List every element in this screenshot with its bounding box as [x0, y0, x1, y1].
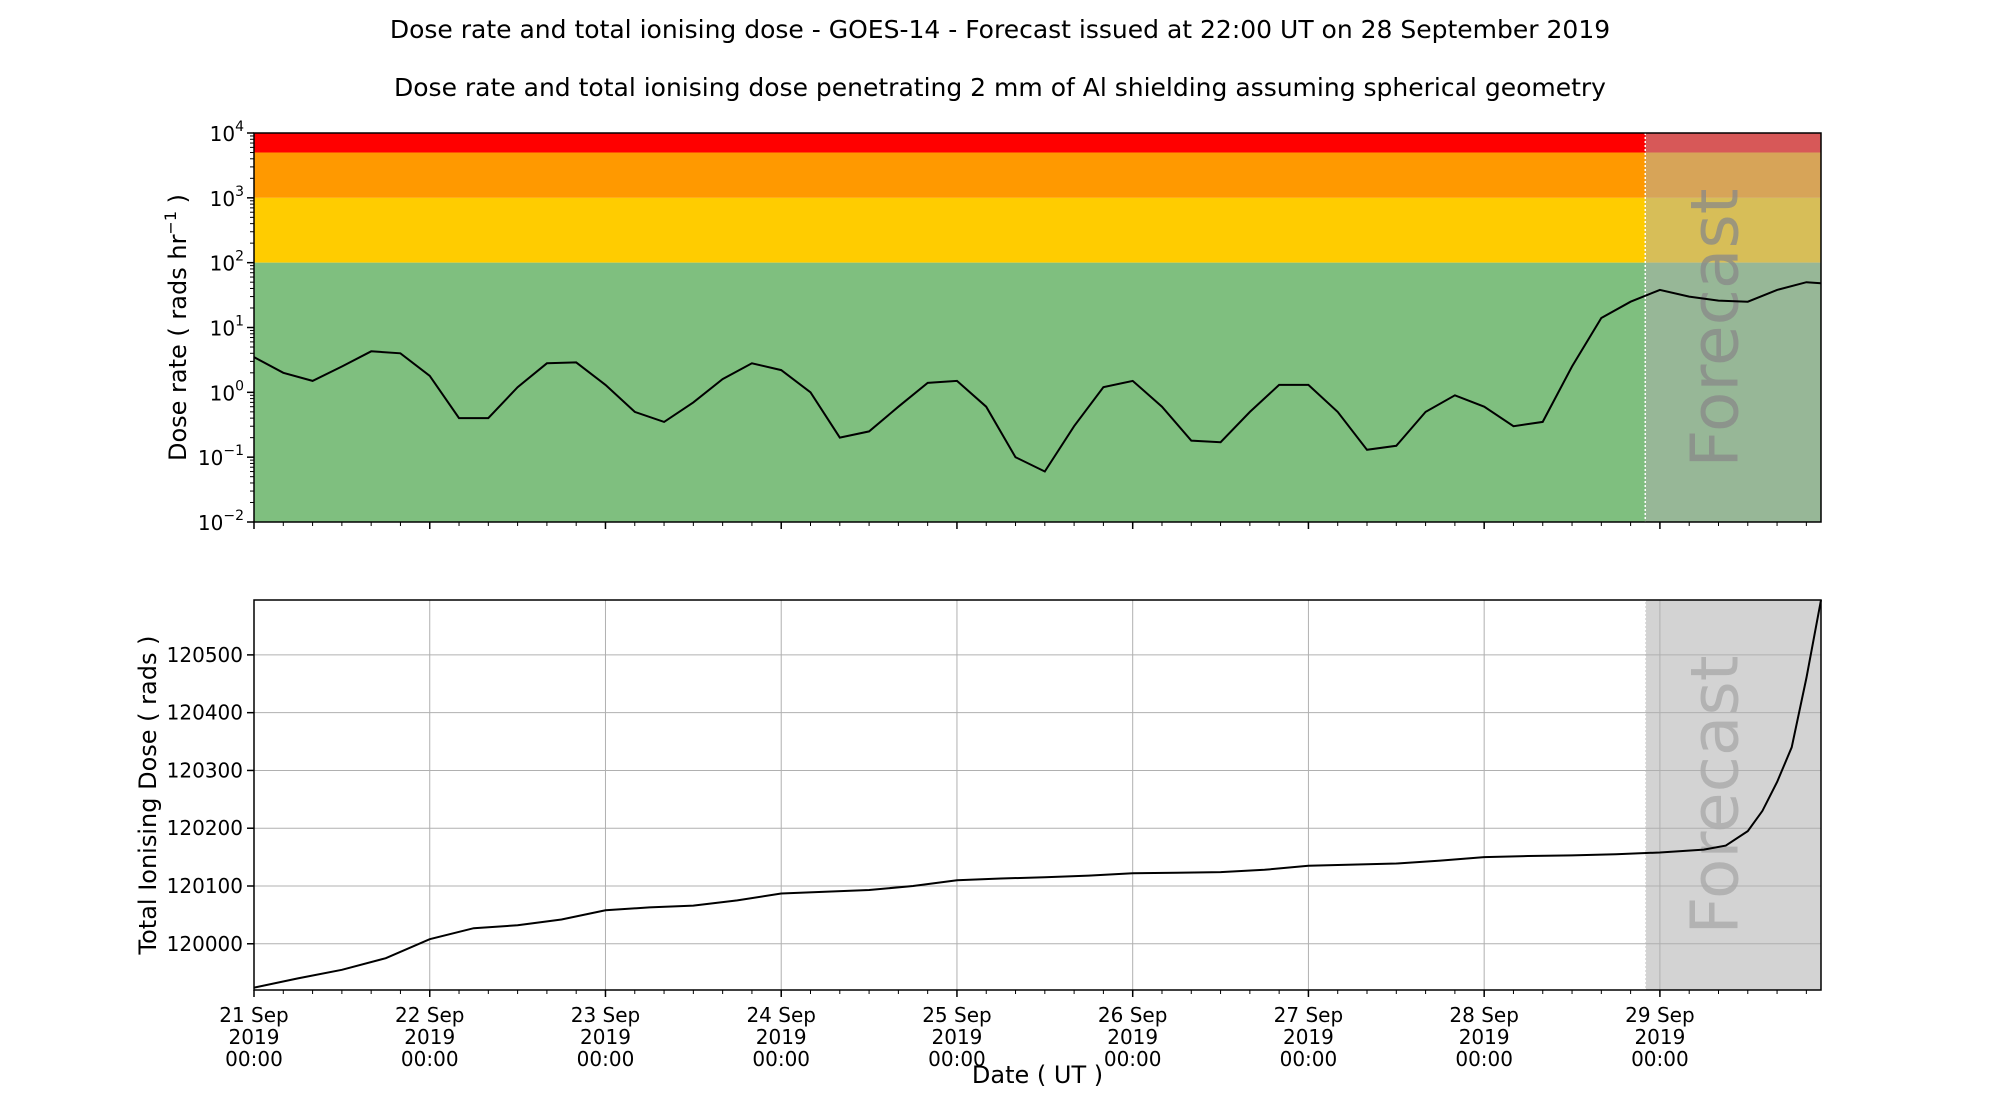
total-dose-line: [253, 599, 1822, 989]
x-tick-label-3: 24 Sep 2019 00:00: [746, 1003, 816, 1071]
x-tick-label-5: 26 Sep 2019 00:00: [1098, 1003, 1168, 1071]
dose-rate-tick-label-3: 101: [210, 314, 244, 341]
total-dose-ylabel: Total Ionising Dose ( rads ): [134, 636, 162, 956]
forecast-region-top: [1645, 133, 1821, 522]
dose-rate-band-3: [254, 262, 1821, 522]
forecast-label-top: Forecast: [1676, 188, 1753, 467]
x-tick-label-0: 21 Sep 2019 00:00: [219, 1003, 289, 1071]
dose-rate-band-0: [254, 133, 1821, 153]
total-dose-frame: [253, 599, 1822, 991]
total-dose-tick-label-4: 120400: [167, 701, 243, 725]
total-dose-tick-label-0: 120000: [167, 932, 243, 956]
total-dose-panel: Forecast 120000 120100 120200 120300 120400 12…: [134, 599, 1822, 1089]
forecast-label-bottom: Forecast: [1676, 655, 1753, 934]
x-tick-label-6: 27 Sep 2019 00:00: [1274, 1003, 1344, 1071]
x-tick-label-8: 29 Sep 2019 00:00: [1625, 1003, 1695, 1071]
dose-rate-tick-label-5: 10−1: [198, 443, 244, 470]
dose-rate-tick-label-6: 10−2: [198, 508, 244, 535]
dose-rate-panel: Forecast 104 103 102 101 100 10−1 10−2 Dose rate…: [161, 119, 1822, 535]
total-dose-tick-label-5: 120500: [167, 643, 243, 667]
x-tick-label-2: 23 Sep 2019 00:00: [571, 1003, 641, 1071]
dose-rate-band-2: [254, 197, 1821, 263]
x-tick-label-4: 25 Sep 2019 00:00: [922, 1003, 992, 1071]
total-dose-tick-label-1: 120100: [167, 874, 243, 898]
dose-rate-ylabel: Dose rate ( rads hr−1 ): [161, 194, 192, 461]
x-tick-label-1: 22 Sep 2019 00:00: [395, 1003, 465, 1071]
dose-rate-line: [253, 281, 1822, 473]
dose-rate-tick-label-4: 100: [210, 378, 244, 405]
dose-rate-tick-label-0: 104: [210, 119, 244, 146]
chart-subtitle: Dose rate and total ionising dose penetr…: [394, 73, 1606, 102]
forecast-region-bottom: [1645, 600, 1821, 990]
dose-rate-tick-label-2: 102: [210, 249, 244, 276]
total-dose-tick-label-3: 120300: [167, 758, 243, 782]
x-tick-label-7: 28 Sep 2019 00:00: [1449, 1003, 1519, 1071]
dose-rate-tick-label-1: 103: [210, 184, 244, 211]
chart-title: Dose rate and total ionising dose - GOES…: [389, 15, 1611, 44]
dose-rate-band-1: [254, 152, 1821, 198]
x-axis-label: Date ( UT ): [972, 1061, 1103, 1089]
total-dose-tick-label-2: 120200: [167, 816, 243, 840]
